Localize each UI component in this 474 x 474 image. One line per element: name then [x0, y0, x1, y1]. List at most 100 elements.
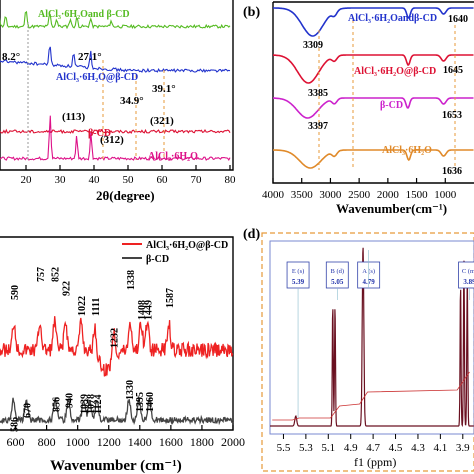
xrd-series-label: AlCl₃·6H₂Oand β-CD [38, 9, 130, 20]
xrd-annotation: (321) [150, 115, 174, 127]
xrd-x-axis-label: 2θ(degree) [96, 188, 155, 203]
raman-x-tick-label: 1800 [190, 435, 214, 449]
ftir-series-line [273, 149, 474, 169]
nmr-x-tick-label: 5.5 [277, 442, 291, 454]
xrd-annotation: (113) [62, 111, 86, 123]
raman-peak-label: 1022 [77, 296, 88, 316]
xrd-series-label: β-CD [88, 128, 111, 139]
raman-legend-label: β-CD [146, 254, 169, 265]
raman-x-tick-label: 1200 [97, 435, 121, 449]
xrd-panel: 20 30 40 50 60 70 80 8.2° 27.1° 34.9° 39.1° (1… [0, 0, 236, 203]
nmr-spectrum-line [270, 247, 474, 428]
xrd-x-tick-label: 70 [191, 174, 203, 186]
ftir-series-line [273, 7, 474, 37]
nmr-x-tick-label: 5.3 [299, 442, 313, 454]
nmr-x-tick-label: 4.5 [389, 442, 403, 454]
raman-peak-label: 1124 [93, 395, 104, 414]
raman-peak-label: 1111 [91, 298, 102, 316]
xrd-x-tick-label: 60 [157, 174, 169, 186]
nmr-x-tick-label: 5.1 [321, 442, 335, 454]
xrd-x-tick-label: 40 [89, 174, 101, 186]
xrd-annotation: 8.2° [2, 51, 20, 63]
xrd-series-line [0, 10, 231, 30]
xrd-x-tick-label: 50 [123, 174, 135, 186]
ftir-x-tick-label: 4000 [262, 189, 285, 201]
raman-peak-label: 1587 [165, 288, 176, 308]
xrd-axes-frame [0, 0, 234, 171]
ftir-panel: (b) 4000 3500 3000 2500 2000 1500 1000 3309 16… [243, 1, 474, 216]
xrd-x-tick-label: 80 [225, 174, 237, 186]
nmr-peak-box-value: 3.89 [463, 278, 474, 286]
raman-peak-label: 1408 [137, 300, 148, 320]
ftir-peak-label: 3309 [303, 40, 323, 51]
raman-peak-label: 940 [64, 393, 75, 408]
xrd-x-tick-label: 20 [21, 174, 33, 186]
ftir-peak-label: 1640 [448, 14, 468, 25]
ftir-peak-label: 1636 [442, 166, 462, 177]
ftir-peak-label: 3397 [308, 121, 328, 132]
ftir-x-tick-label: 2500 [348, 189, 371, 201]
raman-peak-label: 757 [36, 267, 47, 282]
ftir-x-tick-label: 3000 [319, 189, 342, 201]
xrd-series-line [0, 128, 231, 135]
raman-peak-label: 856 [51, 397, 62, 412]
xrd-series-label: AlCl₃·6H₂O [148, 151, 198, 162]
raman-peak-label: 670 [22, 403, 33, 418]
raman-x-tick-label: 800 [38, 435, 56, 449]
ftir-x-tick-label: 3500 [291, 189, 314, 201]
nmr-peak-box-value: 5.05 [331, 278, 344, 286]
panel-b-label: (b) [243, 5, 260, 20]
raman-panel: 600 800 1000 1200 1400 1600 1800 2000 590 757 852… [0, 236, 245, 474]
raman-x-tick-label: 1600 [159, 435, 183, 449]
nmr-x-tick-label: 4.7 [366, 442, 380, 454]
ftir-series-label: AlCl₃·6H₂O@β-CD [354, 66, 436, 77]
nmr-x-tick-label: 4.1 [433, 442, 447, 454]
ftir-series-label: AlCl₃·6H₂O [382, 145, 432, 156]
raman-axes-frame [0, 236, 234, 431]
raman-x-axis-label: Wavenumber (cm⁻¹) [50, 458, 182, 474]
raman-peak-label: 590 [10, 285, 21, 300]
raman-peak-label: 1338 [126, 270, 137, 290]
raman-peak-label: 1460 [145, 392, 156, 412]
raman-series-line [0, 395, 234, 426]
ftir-peak-label: 1645 [443, 65, 463, 76]
xrd-series-label: AlCl₃·6H₂O@β-CD [56, 72, 138, 83]
ftir-x-tick-label: 1000 [434, 189, 457, 201]
nmr-peak-box-letter: B (d) [331, 268, 345, 275]
nmr-panel: (d) 5.5 5.3 5.1 4.9 4.7 4.5 4.3 4.1 3.9 E (s) 5.3… [243, 227, 474, 472]
raman-x-tick-label: 600 [7, 435, 25, 449]
raman-series-line [0, 316, 234, 377]
ftir-series-line [273, 97, 474, 119]
raman-peak-label: 1078 [86, 394, 97, 414]
panel-d-label: (d) [243, 227, 260, 242]
raman-peak-label: 586 [9, 417, 20, 432]
nmr-peak-box-letter: E (s) [292, 268, 304, 275]
xrd-annotation: (312) [100, 134, 124, 146]
xrd-annotation: 39.1° [152, 83, 176, 95]
raman-x-tick-label: 1400 [128, 435, 152, 449]
nmr-x-tick-label: 4.3 [411, 442, 425, 454]
ftir-peak-label: 1653 [442, 110, 462, 121]
nmr-plot-frame [269, 240, 474, 435]
ftir-series-label: β-CD [380, 100, 403, 111]
raman-peak-label: 1330 [125, 380, 136, 400]
ftir-peak-label: 3385 [308, 88, 328, 99]
raman-x-tick-label: 1000 [66, 435, 90, 449]
ftir-x-axis-label: Wavenumber(cm⁻¹) [336, 201, 447, 216]
raman-legend-label: AlCl₃·6H₂O@β-CD [146, 240, 228, 251]
raman-x-tick-label: 2000 [221, 435, 245, 449]
xrd-series-line [0, 115, 231, 161]
nmr-peak-box-value: 5.39 [292, 278, 305, 286]
ftir-series-label: AlCl₃·6H₂Oandβ-CD [348, 13, 437, 24]
xrd-x-tick-label: 30 [55, 174, 67, 186]
ftir-series-line [273, 54, 474, 84]
xrd-series-line [0, 46, 231, 73]
nmr-x-tick-label: 3.9 [456, 442, 470, 454]
ftir-x-tick-label: 1500 [406, 189, 429, 201]
xrd-annotation: 34.9° [120, 95, 144, 107]
raman-peak-label: 1395 [135, 392, 146, 412]
raman-peak-label: 1232 [110, 328, 121, 348]
raman-peak-label: 852 [51, 267, 62, 282]
ftir-x-tick-label: 2000 [377, 189, 400, 201]
